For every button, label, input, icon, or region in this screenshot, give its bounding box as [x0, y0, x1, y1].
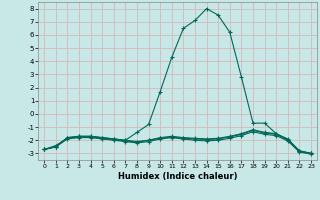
X-axis label: Humidex (Indice chaleur): Humidex (Indice chaleur)	[118, 172, 237, 181]
